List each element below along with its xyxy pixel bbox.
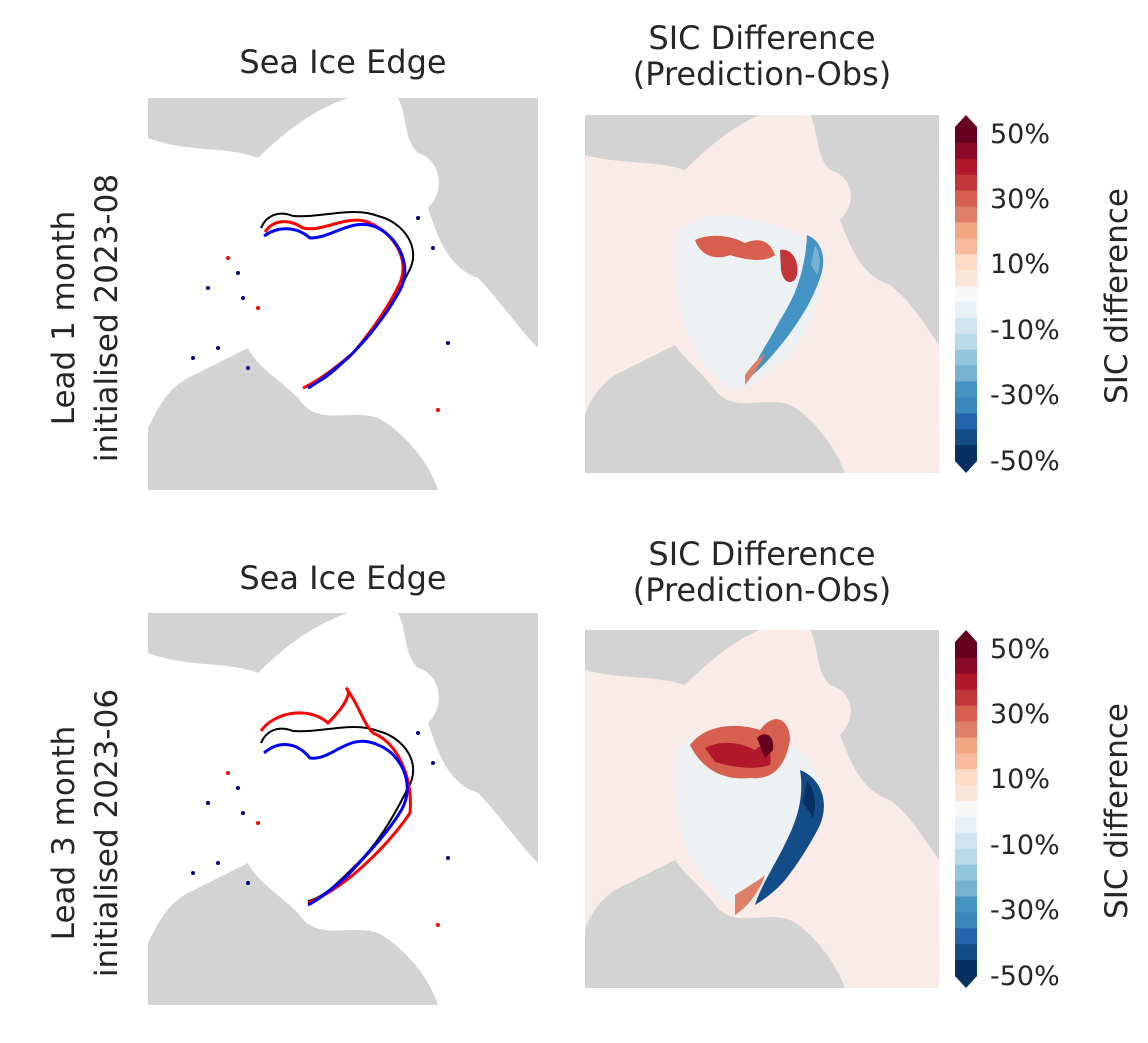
sic-diff-title-row2: SIC Difference (Prediction-Obs)	[585, 536, 939, 608]
colorbar-bin	[955, 769, 977, 786]
colorbar-extend-max	[955, 630, 977, 642]
colorbar-bin	[955, 721, 977, 738]
row-label-lead1-line1: Lead 1 month	[46, 210, 82, 426]
negative-anomaly-1	[750, 235, 824, 377]
colorbar-bin	[955, 381, 977, 398]
row-label-lead3-line1: Lead 3 month	[46, 725, 82, 941]
colorbar-extend-min	[955, 461, 977, 473]
colorbar-bin	[955, 864, 977, 882]
colorbar-bin	[955, 944, 977, 961]
colorbar-bin	[955, 642, 977, 659]
colorbar-bin	[955, 349, 977, 367]
cbar2-tick-m10: -10%	[990, 830, 1060, 861]
colorbar-bin	[955, 673, 977, 691]
colorbar-row1	[955, 115, 977, 473]
cbar1-tick-30: 30%	[990, 184, 1051, 215]
cbar1-tick-m10: -10%	[990, 315, 1060, 346]
colorbar-bin	[955, 960, 977, 977]
colorbar-bin	[955, 753, 977, 770]
sic-diff-map-row2	[585, 630, 939, 988]
colorbar-label-row1: SIC difference	[1099, 188, 1135, 404]
colorbar-bin	[955, 832, 977, 850]
row-label-lead3-line2: initialised 2023-06	[89, 688, 125, 978]
colorbar-bin	[955, 190, 977, 208]
cbar1-tick-m30: -30%	[990, 380, 1060, 411]
colorbar-bin	[955, 445, 977, 462]
sic-diff-title-row1-line1: SIC Difference	[648, 19, 876, 57]
sic-diff-title-row2-line1: SIC Difference	[648, 535, 876, 573]
sic-diff-map-row1	[585, 115, 939, 473]
pred-edge-red-row2	[259, 686, 412, 905]
colorbar-bin	[955, 206, 977, 223]
colorbar-bin	[955, 801, 977, 818]
colorbar-bin	[955, 254, 977, 271]
colorbar-label-row2: SIC difference	[1099, 703, 1135, 919]
colorbar-bin	[955, 912, 977, 929]
colorbar-bin	[955, 317, 977, 335]
colorbar-bin	[955, 816, 977, 834]
colorbar-bin	[955, 127, 977, 144]
cbar2-tick-10: 10%	[990, 764, 1051, 795]
cbar1-tick-10: 10%	[990, 249, 1051, 280]
colorbar-bin	[955, 928, 977, 945]
cbar2-tick-30: 30%	[990, 699, 1051, 730]
row-label-lead1-line2: initialised 2023-08	[89, 173, 125, 463]
colorbar-bin	[955, 689, 977, 707]
colorbar-row2	[955, 630, 977, 988]
sea-ice-edge-map-row2	[148, 613, 538, 1005]
row-label-lead1: Lead 1 month initialised 2023-08	[43, 108, 133, 528]
colorbar-extend-min	[955, 976, 977, 988]
colorbar-bin	[955, 142, 977, 160]
row-label-lead3: Lead 3 month initialised 2023-06	[43, 623, 133, 1043]
cbar1-tick-50: 50%	[990, 119, 1051, 150]
cbar2-tick-m50: -50%	[990, 961, 1060, 992]
colorbar-bin	[955, 705, 977, 723]
sic-diff-title-row1: SIC Difference (Prediction-Obs)	[585, 20, 939, 92]
colorbar-bin	[955, 238, 977, 255]
colorbar-bin	[955, 174, 977, 192]
cbar2-tick-m30: -30%	[990, 895, 1060, 926]
positive-anomaly-1	[695, 235, 775, 260]
colorbar-bin	[955, 737, 977, 754]
colorbar-bin	[955, 657, 977, 675]
colorbar-bin	[955, 785, 977, 802]
colorbar-bin	[955, 429, 977, 446]
colorbar-bin	[955, 301, 977, 319]
sic-diff-title-row1-line2: (Prediction-Obs)	[632, 55, 892, 93]
sic-diff-title-row2-line2: (Prediction-Obs)	[632, 571, 892, 609]
sea-ice-edge-title-row2: Sea Ice Edge	[239, 559, 447, 597]
pred-edge-blue	[263, 222, 407, 390]
colorbar-bin	[955, 896, 977, 913]
colorbar-bin	[955, 286, 977, 303]
colorbar-bin	[955, 222, 977, 239]
colorbar-bin	[955, 880, 977, 897]
sea-ice-edge-map-row1	[148, 98, 538, 490]
ocean-area	[148, 98, 538, 490]
sea-ice-edge-title-row1: Sea Ice Edge	[239, 43, 447, 81]
colorbar-bin	[955, 270, 977, 287]
colorbar-bin	[955, 333, 977, 351]
cbar2-tick-50: 50%	[990, 634, 1051, 665]
cbar1-tick-m50: -50%	[990, 446, 1060, 477]
colorbar-bin	[955, 397, 977, 414]
colorbar-bin	[955, 413, 977, 430]
colorbar-bin	[955, 365, 977, 382]
colorbar-extend-max	[955, 115, 977, 127]
colorbar-bin	[955, 848, 977, 866]
colorbar-bin	[955, 158, 977, 176]
pred-edge-blue-row2	[263, 739, 409, 907]
